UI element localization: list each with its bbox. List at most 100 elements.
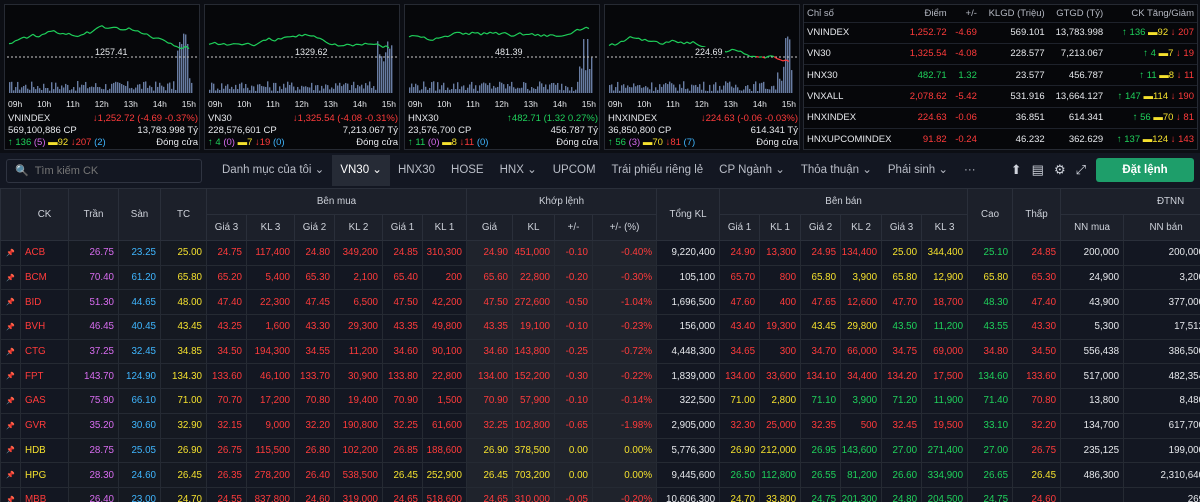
cell-gi-3[interactable]: 25.00 <box>881 240 923 266</box>
cell-gi-1[interactable]: 32.30 <box>719 412 761 439</box>
cell-kl-2[interactable]: 19,400 <box>334 388 383 414</box>
cell-kl-3[interactable]: 9,000 <box>246 412 295 439</box>
stock-symbol[interactable]: HDB <box>20 437 69 464</box>
tab-item[interactable]: HNX ⌄ <box>499 164 537 176</box>
cell--[interactable]: 0.00 <box>554 462 593 488</box>
cell-kl-3[interactable]: 17,500 <box>921 363 969 390</box>
cell-gi-[interactable]: 24.90 <box>466 240 513 266</box>
index-table-row[interactable]: HNXUPCOMINDEX 91.82 -0.24 46.232 362.629 ↑ 13… <box>804 127 1197 150</box>
stock-symbol[interactable]: GAS <box>20 388 69 414</box>
cell-kl-3[interactable]: 69,000 <box>921 338 969 365</box>
stock-symbol[interactable]: FPT <box>20 363 69 390</box>
cell-gi-3[interactable]: 34.50 <box>206 338 247 365</box>
cell-gi-2[interactable]: 43.30 <box>294 314 335 340</box>
cell-gi-3[interactable]: 34.75 <box>881 338 923 365</box>
cell-kl[interactable]: 22,800 <box>512 264 555 291</box>
cell-gi-3[interactable]: 26.60 <box>881 462 923 488</box>
cell-gi-1[interactable]: 26.90 <box>719 437 761 464</box>
cell-kl-2[interactable]: 134,400 <box>840 240 883 266</box>
stock-symbol[interactable]: CTG <box>20 338 69 365</box>
cell-t-ng-kl[interactable]: 9,220,400 <box>656 240 721 266</box>
table-row[interactable]: 📌 MBB 26.40 23.00 24.70 24.55 837,800 24.60 319,… <box>0 486 1200 502</box>
cell-gi-[interactable]: 70.90 <box>466 388 513 414</box>
cell-gi-2[interactable]: 43.45 <box>800 314 842 340</box>
cell-gi-2[interactable]: 34.55 <box>294 338 335 365</box>
cell-t-ng-kl[interactable]: 105,100 <box>656 264 721 291</box>
cell-gi-2[interactable]: 133.70 <box>294 363 335 390</box>
cell-kl-3[interactable]: 837,800 <box>246 486 295 502</box>
cell--[interactable]: -0.10 <box>554 388 593 414</box>
index-chart-hnx30[interactable]: 481.39 09h 10h 11h 12h 13h 14h 15h HNX30 ↑482.71 … <box>404 4 600 150</box>
cell-gi-3[interactable]: 26.35 <box>206 462 247 488</box>
cell-gi-1[interactable]: 70.90 <box>382 388 423 414</box>
cell-kl[interactable]: 703,200 <box>512 462 555 488</box>
cell-gi-3[interactable]: 43.25 <box>206 314 247 340</box>
cell-gi-2[interactable]: 134.10 <box>800 363 842 390</box>
cell--[interactable]: -0.72% <box>591 338 658 365</box>
cell-kl-2[interactable]: 102,200 <box>334 437 383 464</box>
cell-kl-1[interactable]: 300 <box>759 338 802 365</box>
cell-kl-1[interactable]: 33,800 <box>759 486 802 502</box>
table-row[interactable]: 📌 GVR 35.20 30.60 32.90 32.15 9,000 32.20 190,80… <box>0 412 1200 439</box>
cell-kl-1[interactable]: 1,500 <box>422 388 467 414</box>
cell-gi-2[interactable]: 70.80 <box>294 388 335 414</box>
cell-gi-[interactable]: 32.25 <box>466 412 513 439</box>
cell-gi-1[interactable]: 133.80 <box>382 363 423 390</box>
cell-gi-2[interactable]: 26.95 <box>800 437 842 464</box>
tab-item[interactable]: Danh mục của tôi ⌄ <box>222 164 325 176</box>
cell-gi-3[interactable]: 24.80 <box>881 486 923 502</box>
cell-t-ng-kl[interactable]: 1,839,000 <box>656 363 721 390</box>
cell-gi-1[interactable]: 47.60 <box>719 289 761 316</box>
cell-gi-3[interactable]: 43.50 <box>881 314 923 340</box>
cell-gi-[interactable]: 47.50 <box>466 289 513 316</box>
cell-kl-2[interactable]: 30,900 <box>334 363 383 390</box>
cell--[interactable]: -0.10 <box>554 314 593 340</box>
cell-kl-3[interactable]: 5,400 <box>246 264 295 291</box>
pin-icon[interactable]: 📌 <box>0 486 21 502</box>
cell-gi-2[interactable]: 24.75 <box>800 486 842 502</box>
pin-icon[interactable]: 📌 <box>0 437 21 464</box>
cell-t-ng-kl[interactable]: 4,448,300 <box>656 338 721 365</box>
cell--[interactable]: -1.04% <box>591 289 658 316</box>
pin-icon[interactable]: 📌 <box>0 264 21 291</box>
cell-gi-2[interactable]: 32.35 <box>800 412 842 439</box>
cell-kl-2[interactable]: 81,200 <box>840 462 883 488</box>
cell-kl-2[interactable]: 34,400 <box>840 363 883 390</box>
cell-kl-2[interactable]: 12,600 <box>840 289 883 316</box>
index-table-row[interactable]: HNXINDEX 224.63 -0.06 36.851 614.341 ↑ 56 ▬70… <box>804 106 1197 129</box>
cell-kl-3[interactable]: 46,100 <box>246 363 295 390</box>
cell--[interactable]: -0.20% <box>591 486 658 502</box>
cell-gi-[interactable]: 24.65 <box>466 486 513 502</box>
search-box[interactable]: 🔍 <box>6 158 202 183</box>
cell-gi-2[interactable]: 47.45 <box>294 289 335 316</box>
pin-icon[interactable]: 📌 <box>0 388 21 414</box>
cell-kl-2[interactable]: 201,300 <box>840 486 883 502</box>
cell-kl-1[interactable]: 25,000 <box>759 412 802 439</box>
stock-symbol[interactable]: ACB <box>20 240 69 266</box>
place-order-button[interactable]: Đặt lệnh <box>1096 158 1194 182</box>
index-chart-hnxindex[interactable]: 224.69 09h 10h 11h 12h 13h 14h 15h HNXINDEX ↓224.… <box>604 4 800 150</box>
pin-icon[interactable]: 📌 <box>0 240 21 266</box>
cell-gi-3[interactable]: 134.20 <box>881 363 923 390</box>
table-row[interactable]: 📌 CTG 37.25 32.45 34.85 34.50 194,300 34.55 11,2… <box>0 338 1200 365</box>
table-row[interactable]: 📌 BID 51.30 44.65 48.00 47.40 22,300 47.45 6,500… <box>0 289 1200 316</box>
cell-kl[interactable]: 152,200 <box>512 363 555 390</box>
pin-icon[interactable]: 📌 <box>0 338 21 365</box>
table-row[interactable]: 📌 BVH 46.45 40.45 43.45 43.25 1,600 43.30 29,300… <box>0 314 1200 340</box>
tab-item[interactable]: Thỏa thuận ⌄ <box>800 164 872 176</box>
pin-icon[interactable]: 📌 <box>0 462 21 488</box>
cell-kl-1[interactable]: 200 <box>422 264 467 291</box>
table-row[interactable]: 📌 GAS 75.90 66.10 71.00 70.70 17,200 70.80 19,40… <box>0 388 1200 414</box>
cell--[interactable]: 0.00% <box>591 437 658 464</box>
cell-gi-1[interactable]: 26.45 <box>382 462 423 488</box>
cell-kl-3[interactable]: 1,600 <box>246 314 295 340</box>
cell-t-ng-kl[interactable]: 2,905,000 <box>656 412 721 439</box>
cell-gi-[interactable]: 34.60 <box>466 338 513 365</box>
excel-export-icon[interactable]: ▤ <box>1031 162 1044 177</box>
cell-kl-3[interactable]: 334,900 <box>921 462 969 488</box>
cell-kl-2[interactable]: 11,200 <box>334 338 383 365</box>
stock-symbol[interactable]: BVH <box>20 314 69 340</box>
cell-gi-1[interactable]: 24.85 <box>382 240 423 266</box>
cell-kl-1[interactable]: 188,600 <box>422 437 467 464</box>
cell-kl-1[interactable]: 518,600 <box>422 486 467 502</box>
